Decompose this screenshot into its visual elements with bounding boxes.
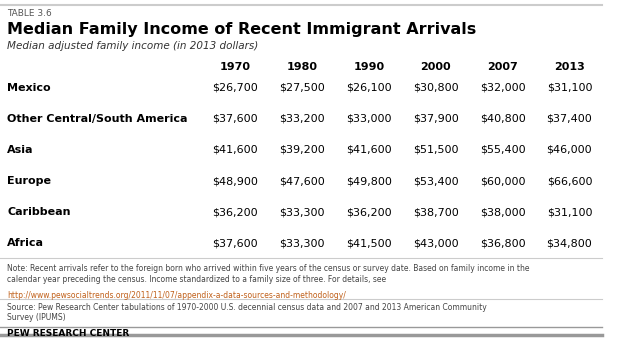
Text: $33,300: $33,300 [279, 207, 325, 217]
Text: $37,600: $37,600 [212, 238, 258, 248]
Text: $34,800: $34,800 [547, 238, 592, 248]
Text: $41,600: $41,600 [346, 145, 392, 155]
Text: $46,000: $46,000 [547, 145, 592, 155]
Text: 2013: 2013 [554, 62, 585, 72]
Text: $51,500: $51,500 [413, 145, 459, 155]
Text: $37,900: $37,900 [413, 114, 459, 124]
Text: Caribbean: Caribbean [7, 207, 71, 217]
Text: 1980: 1980 [287, 62, 317, 72]
Text: Asia: Asia [7, 145, 34, 155]
Text: $40,800: $40,800 [480, 114, 526, 124]
Text: $36,200: $36,200 [346, 207, 392, 217]
Text: $36,800: $36,800 [480, 238, 526, 248]
Text: TABLE 3.6: TABLE 3.6 [7, 9, 52, 18]
Text: http://www.pewsocialtrends.org/2011/11/07/appendix-a-data-sources-and-methodolog: http://www.pewsocialtrends.org/2011/11/0… [7, 291, 346, 300]
Text: $31,100: $31,100 [547, 83, 592, 93]
Text: $27,500: $27,500 [279, 83, 325, 93]
Text: $37,600: $37,600 [212, 114, 258, 124]
Text: $33,300: $33,300 [279, 238, 325, 248]
Text: $43,000: $43,000 [413, 238, 459, 248]
Text: 1990: 1990 [354, 62, 385, 72]
Text: $26,100: $26,100 [346, 83, 392, 93]
Text: 1970: 1970 [220, 62, 251, 72]
Text: $36,200: $36,200 [212, 207, 258, 217]
Text: Africa: Africa [7, 238, 44, 248]
Text: $66,600: $66,600 [547, 176, 592, 186]
Text: $53,400: $53,400 [413, 176, 459, 186]
Text: $41,500: $41,500 [346, 238, 392, 248]
Text: $55,400: $55,400 [480, 145, 526, 155]
Text: $39,200: $39,200 [279, 145, 325, 155]
Text: PEW RESEARCH CENTER: PEW RESEARCH CENTER [7, 329, 129, 338]
Text: 2007: 2007 [487, 62, 518, 72]
Text: $26,700: $26,700 [212, 83, 258, 93]
Text: $37,400: $37,400 [547, 114, 592, 124]
Text: $38,000: $38,000 [480, 207, 526, 217]
Text: $33,000: $33,000 [346, 114, 392, 124]
Text: Europe: Europe [7, 176, 51, 186]
Text: $60,000: $60,000 [480, 176, 526, 186]
Text: Median adjusted family income (in 2013 dollars): Median adjusted family income (in 2013 d… [7, 41, 259, 51]
Text: $38,700: $38,700 [413, 207, 459, 217]
Text: Source: Pew Research Center tabulations of 1970-2000 U.S. decennial census data : Source: Pew Research Center tabulations … [7, 303, 487, 322]
Text: $31,100: $31,100 [547, 207, 592, 217]
Text: $48,900: $48,900 [212, 176, 258, 186]
Text: $41,600: $41,600 [212, 145, 258, 155]
Text: $33,200: $33,200 [279, 114, 325, 124]
Text: $47,600: $47,600 [279, 176, 325, 186]
Text: $30,800: $30,800 [413, 83, 459, 93]
Text: Note: Recent arrivals refer to the foreign born who arrived within five years of: Note: Recent arrivals refer to the forei… [7, 264, 530, 284]
Text: Other Central/South America: Other Central/South America [7, 114, 188, 124]
Text: $49,800: $49,800 [346, 176, 392, 186]
Text: $32,000: $32,000 [480, 83, 526, 93]
Text: Median Family Income of Recent Immigrant Arrivals: Median Family Income of Recent Immigrant… [7, 22, 476, 37]
Text: Mexico: Mexico [7, 83, 51, 93]
Text: 2000: 2000 [420, 62, 451, 72]
